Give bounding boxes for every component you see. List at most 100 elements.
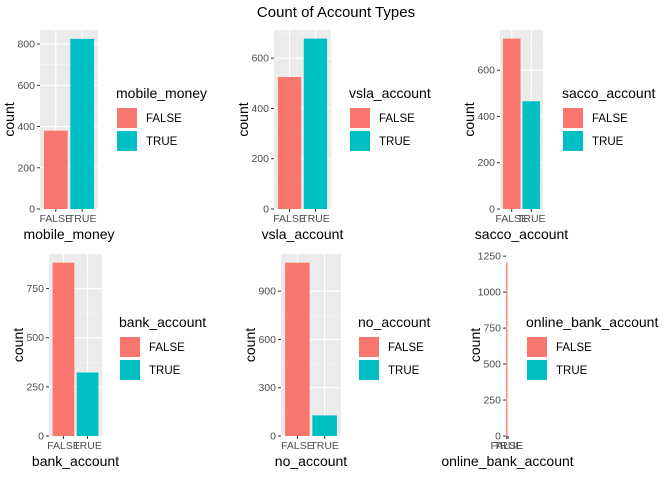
y-tick-label: 0 bbox=[263, 204, 269, 216]
x-axis-title: no_account bbox=[275, 453, 348, 469]
x-tick-label: TRUE bbox=[494, 440, 523, 452]
x-axis-title: sacco_account bbox=[475, 226, 569, 242]
y-tick-label: 0 bbox=[495, 431, 501, 443]
y-tick-label: 600 bbox=[251, 53, 269, 65]
y-tick-label: 750 bbox=[26, 283, 44, 295]
legend-label: TRUE bbox=[592, 136, 624, 148]
chart-panel-4: 0250500750FALSETRUEbank_accountcountbank… bbox=[10, 254, 206, 469]
legend-key-true bbox=[120, 360, 140, 380]
legend-label: TRUE bbox=[149, 365, 181, 377]
bar-true bbox=[312, 415, 337, 436]
legend-label: FALSE bbox=[146, 113, 182, 125]
x-tick-label: FALSE bbox=[490, 440, 523, 452]
bar-true bbox=[70, 38, 95, 210]
legend-key-true bbox=[350, 131, 370, 151]
y-tick-label: 200 bbox=[251, 153, 269, 165]
y-tick-label: 250 bbox=[26, 381, 44, 393]
y-tick-label: 500 bbox=[483, 359, 501, 371]
y-tick-label: 0 bbox=[489, 204, 495, 216]
legend-key-false bbox=[359, 337, 379, 357]
y-axis-title: count bbox=[242, 328, 258, 362]
x-tick-label: TRUE bbox=[517, 213, 546, 225]
y-tick-label: 200 bbox=[17, 162, 35, 174]
legend-label: FALSE bbox=[556, 342, 592, 354]
legend: no_account FALSE TRUE bbox=[358, 314, 431, 380]
y-tick-label: 600 bbox=[17, 80, 35, 92]
figure-title: Count of Account Types bbox=[257, 4, 415, 21]
y-tick-label: 1000 bbox=[478, 287, 502, 299]
legend: mobile_money FALSE TRUE bbox=[116, 85, 207, 151]
x-axis-title: bank_account bbox=[32, 453, 119, 469]
legend: online_bank_account FALSE TRUE bbox=[526, 314, 658, 380]
bar-false bbox=[43, 130, 68, 209]
y-tick-label: 1250 bbox=[478, 251, 502, 263]
chart-panel-5: 0300600900FALSETRUEno_accountcountno_acc… bbox=[242, 254, 431, 469]
bar-false bbox=[502, 38, 521, 209]
y-tick-label: 750 bbox=[483, 323, 501, 335]
y-tick-label: 300 bbox=[258, 382, 276, 394]
y-tick-label: 0 bbox=[29, 204, 35, 216]
plot-panel bbox=[506, 254, 509, 436]
y-tick-label: 500 bbox=[26, 332, 44, 344]
bar-false bbox=[506, 262, 508, 436]
chart-panel-3: 0200400600FALSETRUEsacco_accountcountsac… bbox=[461, 30, 656, 242]
legend: vsla_account FALSE TRUE bbox=[349, 85, 431, 151]
y-tick-label: 400 bbox=[17, 121, 35, 133]
y-tick-label: 400 bbox=[251, 103, 269, 115]
y-axis-title: count bbox=[235, 102, 251, 136]
x-tick-label: TRUE bbox=[310, 440, 339, 452]
y-tick-label: 400 bbox=[477, 111, 495, 123]
legend-label: FALSE bbox=[149, 342, 185, 354]
y-axis-title: count bbox=[467, 328, 483, 362]
bar-true bbox=[522, 101, 541, 209]
x-tick-label: FALSE bbox=[39, 213, 72, 225]
legend-label: FALSE bbox=[592, 113, 628, 125]
chart-panel-2: 0200400600FALSETRUEvsla_accountcountvsla… bbox=[235, 30, 431, 242]
x-tick-label: TRUE bbox=[73, 440, 102, 452]
y-tick-label: 250 bbox=[483, 395, 501, 407]
y-tick-label: 200 bbox=[477, 157, 495, 169]
legend: sacco_account FALSE TRUE bbox=[562, 85, 656, 151]
x-tick-label: FALSE bbox=[495, 213, 528, 225]
legend-label: FALSE bbox=[388, 342, 424, 354]
x-axis-title: vsla_account bbox=[262, 226, 344, 242]
chart-grid: 0200400600800FALSETRUEmobile_moneycountm… bbox=[1, 30, 658, 469]
legend-label: FALSE bbox=[379, 113, 415, 125]
x-tick-label: TRUE bbox=[68, 213, 97, 225]
y-tick-label: 600 bbox=[258, 334, 276, 346]
y-axis-title: count bbox=[461, 102, 477, 136]
bar-false bbox=[285, 262, 310, 436]
legend-key-false bbox=[120, 337, 140, 357]
y-tick-label: 600 bbox=[477, 65, 495, 77]
bar-true bbox=[303, 38, 328, 209]
legend-label: TRUE bbox=[388, 365, 420, 377]
legend-key-true bbox=[563, 131, 583, 151]
legend: bank_account FALSE TRUE bbox=[119, 314, 206, 380]
bar-true bbox=[76, 372, 99, 436]
legend-title: no_account bbox=[358, 314, 431, 330]
chart-panel-1: 0200400600800FALSETRUEmobile_moneycountm… bbox=[1, 30, 207, 242]
chart-panel-6: 025050075010001250FALSETRUEonline_bank_a… bbox=[441, 251, 658, 469]
legend-label: TRUE bbox=[556, 365, 588, 377]
legend-label: TRUE bbox=[146, 136, 178, 148]
legend-key-true bbox=[117, 131, 137, 151]
x-axis-title: online_bank_account bbox=[441, 453, 573, 469]
legend-title: mobile_money bbox=[116, 85, 207, 101]
legend-key-false bbox=[350, 108, 370, 128]
legend-key-false bbox=[563, 108, 583, 128]
x-tick-label: FALSE bbox=[273, 213, 306, 225]
x-tick-label: TRUE bbox=[301, 213, 330, 225]
legend-title: bank_account bbox=[119, 314, 206, 330]
x-tick-label: FALSE bbox=[47, 440, 80, 452]
y-tick-label: 800 bbox=[17, 39, 35, 51]
legend-title: vsla_account bbox=[349, 85, 431, 101]
legend-key-true bbox=[359, 360, 379, 380]
legend-label: TRUE bbox=[379, 136, 411, 148]
x-axis-title: mobile_money bbox=[23, 226, 114, 242]
legend-title: sacco_account bbox=[562, 85, 656, 101]
y-axis-title: count bbox=[10, 328, 26, 362]
y-tick-label: 0 bbox=[38, 431, 44, 443]
y-axis-title: count bbox=[1, 102, 17, 136]
legend-key-true bbox=[527, 360, 547, 380]
